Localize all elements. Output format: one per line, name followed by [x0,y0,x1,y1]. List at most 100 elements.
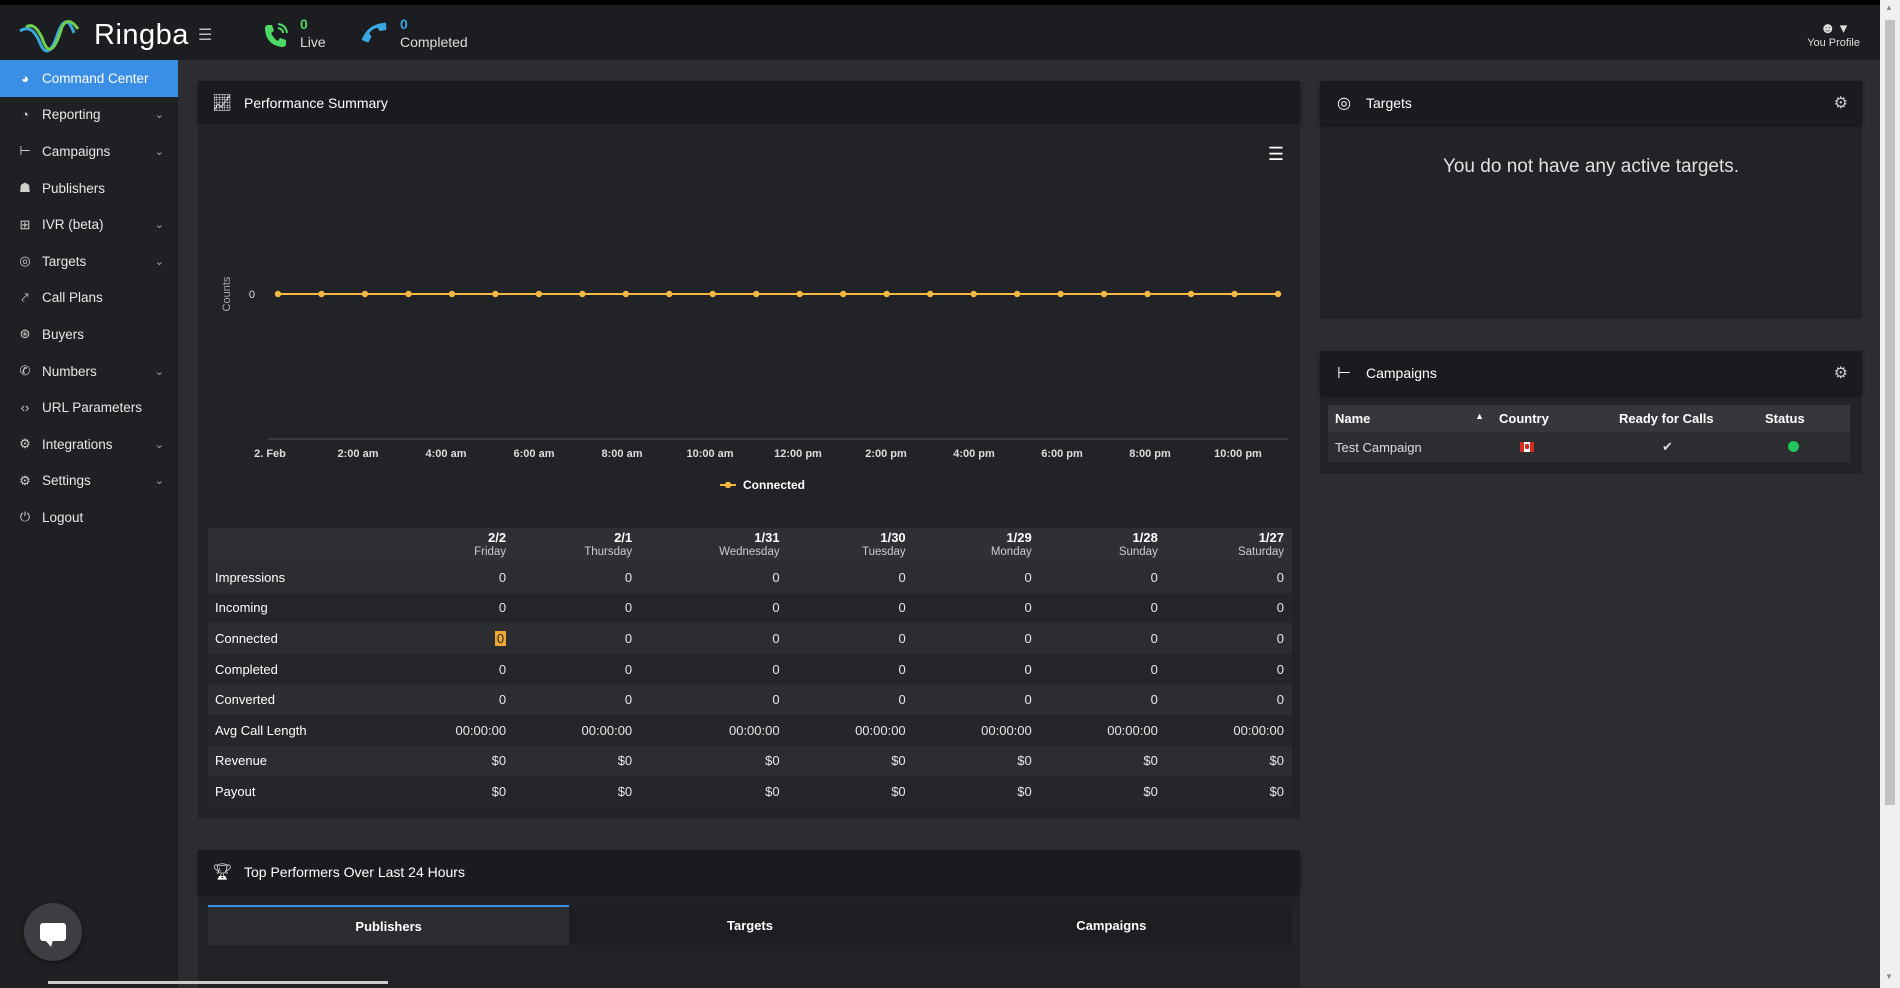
completed-phone-icon [361,22,387,43]
data-point [318,290,325,298]
sidebar-item-logout[interactable]: ⏻ Logout [0,499,178,536]
table-row[interactable]: Test Campaign ✔ [1328,432,1850,462]
data-point [970,290,977,298]
row-label: Revenue [208,745,388,777]
table-cell: $0 [388,745,515,777]
table-row: Payout $0 $0 $0 $0 $0 $0 $0 [208,776,1292,807]
x-tick-label: 12:00 pm [774,448,822,460]
panel-title: Performance Summary [244,94,388,111]
table-cell: 00:00:00 [913,714,1040,746]
column-header-country[interactable]: Country [1492,405,1612,432]
table-cell: 0 [1039,653,1166,685]
table-cell: $0 [787,745,914,777]
table-row: Avg Call Length 00:00:00 00:00:00 00:00:00 0… [208,714,1292,746]
table-corner [208,528,388,562]
sidebar-item-settings[interactable]: ⚙ Settings ⌄ [0,463,178,500]
sidebar-item-command-center[interactable]: ◕ Command Center [0,60,178,97]
table-cell: $0 [640,776,788,807]
completed-label: Completed [400,34,468,50]
profile-menu[interactable]: ☻ ▾ You Profile [1807,19,1860,49]
table-cell: 0 [514,623,641,654]
sidebar-item-integrations[interactable]: ⚙ Integrations ⌄ [0,426,178,463]
gear-icon[interactable]: ⚙ [1833,95,1848,112]
column-header: 1/28 Sunday [1039,528,1166,562]
table-cell: $0 [1039,745,1166,777]
chevron-down-icon: ⌄ [154,109,164,122]
sidebar-item-call-plans[interactable]: ⤤ Call Plans [0,280,178,317]
ringba-logo[interactable]: Ringba [18,13,189,57]
top-performers-tabs: Publishers Targets Campaigns [208,905,1292,945]
table-cell: $0 [1039,776,1166,807]
table-cell: $0 [1165,745,1292,777]
row-label: Connected [208,623,388,654]
sidebar-item-label: Reporting [42,107,101,123]
vertical-scrollbar[interactable]: ▲ ▼ [1880,0,1900,988]
column-header-status[interactable]: Status [1758,405,1850,432]
data-point [883,290,890,298]
x-tick-label: 2:00 pm [865,448,907,460]
table-cell: $0 [640,745,788,777]
sidebar-item-label: Settings [42,473,91,489]
sidebar-item-label: Targets [42,253,87,269]
legend-marker [724,481,732,489]
sidebar-item-label: Buyers [42,326,85,342]
sidebar-item-publishers[interactable]: ☗ Publishers [0,170,178,207]
sidebar-item-targets[interactable]: ◎ Targets ⌄ [0,243,178,280]
data-point [666,290,673,298]
sidebar-item-numbers[interactable]: ✆ Numbers ⌄ [0,353,178,390]
data-point [1231,290,1238,298]
table-row: Connected 0 0 0 0 0 0 0 [208,623,1292,654]
empty-targets-message: You do not have any active targets. [1442,156,1740,177]
column-header-name[interactable]: Name ▲ [1328,405,1492,432]
users-icon: ☗ [19,180,31,196]
column-header: 1/27 Saturday [1165,528,1292,562]
table-cell: $0 [514,745,641,777]
table-cell: 0 [787,562,914,593]
chat-widget-button[interactable] [24,903,82,961]
data-point [579,290,586,298]
campaigns-table: Name ▲ Country Ready for Calls Status Tes… [1328,405,1850,462]
column-header-ready[interactable]: Ready for Calls [1612,405,1758,432]
sidebar-item-buyers[interactable]: ⊛ Buyers [0,316,178,353]
data-point [492,290,499,298]
table-cell: 0 [913,653,1040,685]
table-row: Completed 0 0 0 0 0 0 0 [208,653,1292,685]
table-cell: 0 [640,623,788,654]
row-label: Completed [208,653,388,685]
sidebar-item-ivr[interactable]: ⊞ IVR (beta) ⌄ [0,206,178,243]
sidebar-item-campaigns[interactable]: ⊢ Campaigns ⌄ [0,133,178,170]
data-point [753,290,760,298]
ringba-wave-icon [19,20,80,53]
x-tick-label: 8:00 pm [1129,448,1171,460]
x-tick-label: 4:00 pm [953,448,995,460]
sidebar-item-url-parameters[interactable]: ‹› URL Parameters [0,389,178,426]
table-cell: 0 [913,592,1040,624]
tab-targets[interactable]: Targets [726,917,773,933]
scrollbar-thumb[interactable] [1885,20,1895,805]
table-cell: 00:00:00 [640,714,788,746]
scroll-up-icon[interactable]: ▲ [1885,3,1893,12]
table-cell: $0 [1165,776,1292,807]
table-cell: 00:00:00 [1039,714,1166,746]
power-icon: ⏻ [19,509,31,525]
table-cell: $0 [787,776,914,807]
campaign-name[interactable]: Test Campaign [1328,432,1492,462]
x-tick-label: 10:00 pm [1214,448,1262,460]
buyers-icon: ⊛ [19,326,31,342]
sidebar-item-label: Call Plans [42,290,103,306]
data-point [622,290,630,298]
chart-menu-icon[interactable]: ☰ [1267,144,1284,164]
scroll-down-icon[interactable]: ▼ [1885,972,1893,981]
tab-campaigns[interactable]: Campaigns [1076,917,1147,933]
gear-icon[interactable]: ⚙ [1833,365,1848,382]
hamburger-menu-icon[interactable]: ☰ [198,27,213,44]
sidebar-item-label: Logout [42,509,84,525]
live-label: Live [300,34,326,50]
panel-title: Targets [1366,94,1412,111]
table-cell: 0 [514,684,641,715]
tab-publishers[interactable]: Publishers [208,905,570,945]
performance-summary-panel: 📈︎ Performance Summary ☰ Counts 0 2. Feb 2:… [198,81,1300,819]
campaigns-panel: ⊢ Campaigns ⚙ Name ▲ Country Ready for Ca… [1320,351,1862,474]
sidebar-item-reporting[interactable]: ◔ Reporting ⌄ [0,97,178,134]
code-icon: ‹› [20,400,30,416]
